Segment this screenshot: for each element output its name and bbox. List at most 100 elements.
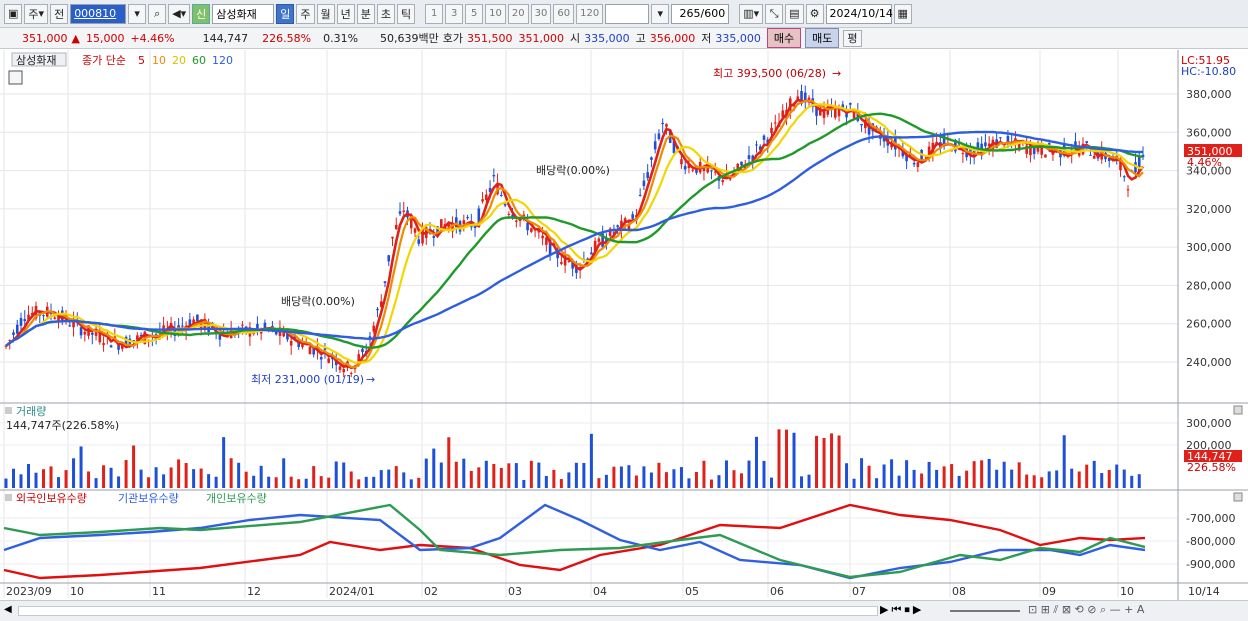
playback-controls[interactable]: ▶⏮⏹▶ [880, 603, 925, 616]
candle-body [121, 344, 124, 349]
candle-body [42, 315, 45, 317]
candle-body [1032, 146, 1036, 154]
scroll-left-icon[interactable]: ◀ [4, 604, 12, 615]
interval-10[interactable]: 10 [485, 3, 506, 24]
tab-week[interactable]: 주 [296, 3, 315, 24]
prev-button[interactable]: 전 [50, 3, 69, 24]
volume-bar [12, 468, 16, 488]
tab-tick[interactable]: 틱 [397, 3, 416, 24]
candle-body [1119, 161, 1122, 171]
volume-bar [1122, 469, 1126, 488]
high-annotation: 최고 393,500 (06/28) [713, 67, 826, 80]
period-select[interactable]: 주 ▾ [24, 3, 49, 24]
close-panel-icon[interactable] [1233, 405, 1243, 415]
settings-icon[interactable]: ⚙ [805, 3, 824, 24]
interval-5[interactable]: 5 [465, 3, 484, 24]
volume-bar [950, 464, 954, 488]
interval-3[interactable]: 3 [445, 3, 464, 24]
tab-year[interactable]: 년 [336, 3, 355, 24]
ma-label[interactable]: 종가 단순 [82, 54, 126, 67]
sell-button[interactable]: 매도 [805, 28, 840, 48]
candle-body [394, 224, 398, 230]
candle-body [286, 331, 289, 340]
zoom-slider[interactable] [950, 610, 1020, 612]
candle-body [687, 163, 691, 169]
candle-body [4, 345, 8, 347]
candle-body [755, 144, 758, 146]
ma20-label: 20 [172, 54, 186, 67]
count-field[interactable]: 265/600 [671, 3, 730, 24]
dropdown-icon[interactable]: ▾ [128, 3, 147, 24]
candle-body [312, 346, 316, 355]
volume-bar [402, 472, 406, 488]
volume-bar [785, 429, 789, 488]
candle-body [736, 163, 740, 169]
volume-bar [567, 472, 571, 488]
volume-bar [49, 466, 53, 488]
volume-panel-title[interactable]: 거래량 [16, 405, 46, 418]
candle-body [623, 218, 627, 223]
candle-body [1089, 154, 1092, 156]
bar-chart-icon[interactable]: ▥▾ [739, 3, 764, 24]
interval-dropdown-icon[interactable]: ▾ [651, 3, 670, 24]
interval-1[interactable]: 1 [425, 3, 444, 24]
candle-body [503, 203, 507, 206]
custom-interval-input[interactable] [605, 3, 650, 24]
interval-20[interactable]: 20 [507, 3, 529, 24]
stock-code-input[interactable]: 000810 [70, 3, 127, 24]
legend-foreign[interactable]: 외국인보유수량 [16, 492, 87, 505]
candle-body [1040, 143, 1043, 155]
save-icon[interactable]: ▤ [785, 3, 804, 24]
tool-icons[interactable]: ⊡ ⊞ ⫽ ⊠ ⟲ ⊘ ⌕ — + A [1028, 603, 1145, 616]
volume-bar [905, 460, 909, 488]
eval-button[interactable]: 평 [843, 29, 862, 47]
candle-body [1126, 189, 1130, 191]
candle-body [1029, 142, 1032, 156]
calendar-icon[interactable]: ▦ [893, 3, 912, 24]
horizontal-scrollbar[interactable] [18, 606, 878, 616]
candle-body [12, 332, 15, 336]
candle-body [590, 252, 593, 255]
candle-body [950, 150, 953, 152]
stock-chart[interactable]: 삼성화재 종가 단순 5 10 20 60 120 LC:51.95 HC:-1… [0, 50, 1248, 600]
buy-button[interactable]: 매수 [766, 28, 802, 48]
panel-toggle-icon[interactable] [5, 407, 12, 414]
stock-name-field[interactable]: 삼성화재 [212, 3, 275, 24]
interval-60[interactable]: 60 [553, 3, 575, 24]
speaker-icon[interactable]: ◀▾ [168, 3, 191, 24]
tab-month[interactable]: 월 [316, 3, 335, 24]
legend-individual[interactable]: 개인보유수량 [206, 492, 267, 505]
x-tick-label: 06 [770, 585, 784, 598]
interval-120[interactable]: 120 [576, 3, 604, 24]
volume-bar [589, 433, 593, 488]
legend-institution[interactable]: 기관보유수량 [118, 492, 179, 505]
interval-30[interactable]: 30 [530, 3, 552, 24]
panel-toggle-icon[interactable] [5, 494, 12, 501]
volume-bar [559, 479, 563, 488]
candle-body [901, 150, 905, 157]
volume-bar [42, 469, 46, 488]
candle-body [117, 342, 120, 350]
candle-body [556, 250, 559, 259]
date-input[interactable]: 2024/10/14 [825, 3, 893, 24]
tab-minute[interactable]: 분 [356, 3, 375, 24]
volume-bar [64, 470, 68, 488]
window-icon[interactable]: ▣ [4, 3, 23, 24]
ma-line [5, 99, 1144, 369]
candle-body [511, 214, 514, 219]
tab-second[interactable]: 초 [376, 3, 396, 24]
current-price-tag: 351,000 [1187, 145, 1233, 158]
tab-day[interactable]: 일 [276, 3, 295, 24]
search-icon[interactable]: ⌕ [148, 3, 167, 24]
candle-body [605, 238, 608, 244]
low-price: 335,000 [715, 31, 761, 45]
draw-tool-icon[interactable]: ⤡ [765, 3, 784, 24]
panel-stock-name[interactable]: 삼성화재 [16, 54, 56, 67]
volume-bar [612, 466, 616, 488]
candle-body [1137, 156, 1141, 172]
close-panel-icon[interactable] [1233, 492, 1243, 502]
volume-bar [447, 437, 451, 488]
table-icon[interactable] [8, 70, 23, 85]
candle-body [83, 331, 87, 335]
volume-bar [702, 460, 706, 488]
